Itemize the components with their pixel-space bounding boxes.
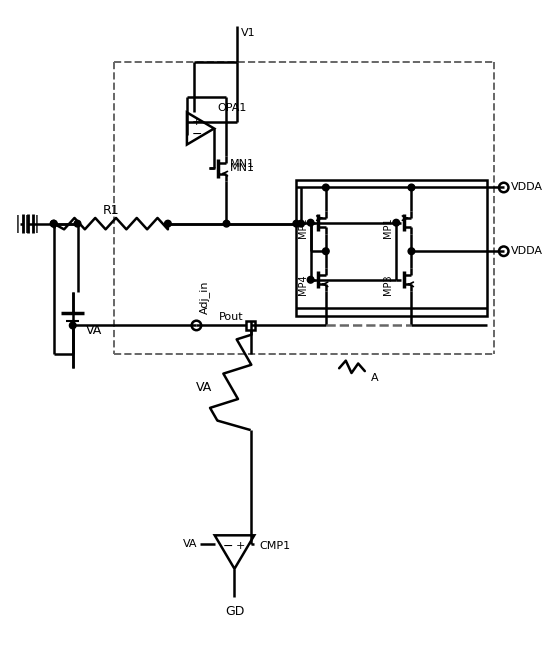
Text: VA: VA — [86, 324, 102, 337]
Circle shape — [293, 220, 300, 227]
Circle shape — [298, 220, 305, 227]
Circle shape — [223, 220, 230, 227]
Text: MN1: MN1 — [231, 159, 255, 169]
Bar — [246, 321, 256, 330]
Text: +: + — [236, 541, 245, 551]
Circle shape — [408, 184, 415, 191]
Text: MP1: MP1 — [383, 217, 393, 238]
Text: Adj_in: Adj_in — [199, 281, 210, 314]
Text: VA: VA — [196, 381, 213, 393]
Circle shape — [50, 220, 57, 227]
Circle shape — [323, 248, 329, 255]
Circle shape — [74, 220, 81, 227]
Bar — [296, 180, 487, 316]
Text: MP2: MP2 — [298, 217, 308, 238]
Circle shape — [69, 322, 76, 329]
Text: VDDA: VDDA — [511, 246, 543, 257]
Text: GD: GD — [225, 605, 244, 618]
Text: CMP1: CMP1 — [259, 541, 290, 551]
Circle shape — [50, 220, 57, 227]
Circle shape — [408, 248, 415, 255]
Text: MP4: MP4 — [298, 275, 308, 295]
Text: OPA1: OPA1 — [217, 103, 246, 113]
Text: −: − — [223, 540, 234, 552]
Circle shape — [307, 219, 314, 226]
Circle shape — [165, 220, 171, 227]
Circle shape — [393, 219, 399, 226]
Text: Pout: Pout — [219, 312, 243, 321]
Text: +: + — [192, 118, 202, 128]
Text: VA: VA — [183, 538, 198, 548]
Text: −: − — [191, 128, 202, 141]
Text: R1: R1 — [102, 204, 119, 217]
Text: A: A — [371, 373, 378, 383]
Text: |||: ||| — [13, 214, 43, 232]
Circle shape — [323, 184, 329, 191]
Text: V1: V1 — [241, 28, 256, 38]
Text: MN1: MN1 — [231, 164, 255, 174]
Text: VDDA: VDDA — [511, 182, 543, 192]
Circle shape — [307, 277, 314, 283]
Text: MP3: MP3 — [383, 275, 393, 295]
